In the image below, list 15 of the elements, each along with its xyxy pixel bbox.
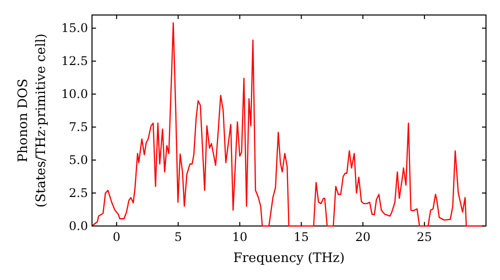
y-tick-label: 10.0: [61, 87, 88, 102]
y-tick-label: 7.5: [68, 120, 88, 134]
x-axis-title: Frequency (THz): [233, 251, 345, 266]
y-axis-title: Phonon DOS (States/THz·primitive cell): [16, 33, 49, 208]
x-tick-label: 25: [416, 230, 432, 244]
x-tick-label: 20: [355, 230, 371, 244]
x-tick-label: 15: [294, 230, 309, 244]
x-tick-label: 0: [112, 230, 120, 244]
y-tick-label: 0.0: [68, 219, 88, 233]
y-tick-label: 15.0: [61, 21, 88, 36]
y-tick-label: 2.5: [68, 186, 88, 200]
y-tick-label: 12.5: [61, 54, 88, 68]
x-tick-label: 5: [174, 230, 182, 244]
y-tick-label: 5.0: [68, 153, 88, 168]
x-tick-label: 10: [232, 230, 248, 244]
